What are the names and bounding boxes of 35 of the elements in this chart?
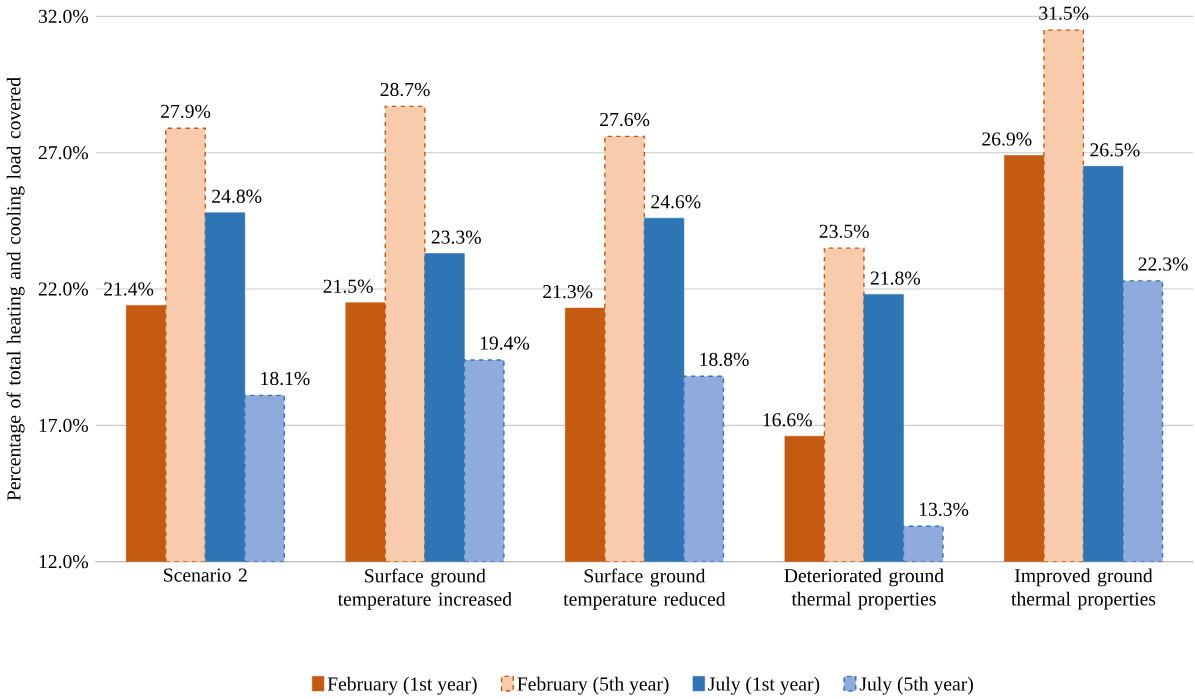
data-label: 27.6% [600,112,650,127]
legend-label: July (5th year) [859,676,973,695]
y-tick-label: 27.0% [38,145,89,160]
y-axis-title: Percentage of total heating and cooling load covered [6,77,25,501]
data-label: 18.8% [700,352,749,366]
y-tick-label: 32.0% [38,9,89,23]
x-tick-label: Deteriorated ground thermal properties [784,568,944,610]
data-label: 26.5% [1090,143,1140,157]
data-label: 21.4% [104,282,154,296]
legend-label: February (1st year) [327,676,477,695]
data-label: 31.5% [1039,6,1089,20]
data-label: 13.3% [919,502,969,516]
data-label: 16.6% [763,413,812,427]
data-label: 18.1% [261,371,310,386]
data-label: 21.5% [323,279,373,293]
data-label: 24.8% [212,189,262,203]
x-tick-label: Improved ground thermal properties [1011,568,1156,610]
x-tick-label: Scenario 2 [164,568,247,582]
data-label: 23.5% [819,224,869,238]
data-label: 21.3% [543,284,593,299]
data-label: 28.7% [380,82,430,97]
x-tick-label: Surface ground temperature reduced [563,568,726,610]
y-tick-label: 12.0% [39,554,89,569]
legend-label: July (1st year) [708,676,820,695]
data-label: 26.9% [982,132,1032,146]
y-tick-label: 17.0% [39,418,89,432]
data-label: 23.3% [431,230,481,244]
data-label: 27.9% [161,104,211,118]
x-tick-label: Surface ground temperature increased [337,568,512,610]
data-label: 24.6% [651,194,701,209]
data-label: 21.8% [870,271,921,285]
y-tick-label: 22.0% [38,282,89,296]
data-label: 22.3% [1138,257,1188,271]
data-label: 19.4% [480,336,530,350]
legend-label: February (5th year) [517,676,669,695]
